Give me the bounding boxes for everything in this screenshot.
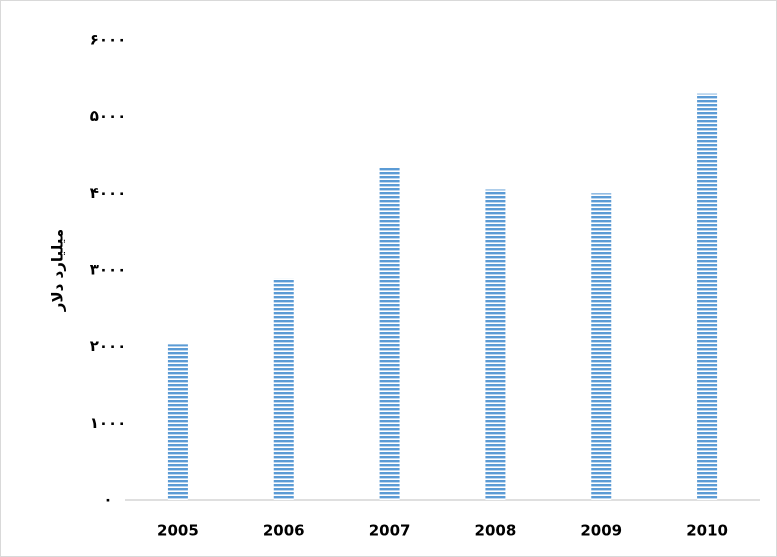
y-tick-label: ۳۰۰۰ (90, 261, 127, 279)
x-tick-label: 2005 (157, 522, 199, 540)
x-tick-label: 2006 (263, 522, 305, 540)
bar (485, 190, 505, 501)
y-tick-label: ۴۰۰۰ (90, 184, 127, 202)
chart: میلیارد دلار ۰ ۱۰۰۰ ۲۰۰۰ ۳۰۰۰ ۴۰۰۰ ۵۰۰۰ ۶۰۰۰ 20… (0, 0, 777, 557)
bar (168, 344, 188, 500)
x-tick-label: 2007 (369, 522, 411, 540)
y-tick-label: ۲۰۰۰ (90, 337, 127, 355)
bar (697, 94, 717, 500)
x-tick-label: 2009 (580, 522, 622, 540)
bar (274, 278, 294, 500)
bar (591, 193, 611, 500)
y-tick-label: ۱۰۰۰ (90, 414, 127, 432)
y-tick-label: ۵۰۰۰ (90, 107, 127, 125)
y-tick-label: ۰ (103, 491, 112, 509)
y-tick-label: ۶۰۰۰ (90, 31, 127, 49)
y-axis-label: میلیارد دلار (49, 229, 67, 312)
bar (380, 167, 400, 500)
x-tick-label: 2008 (475, 522, 517, 540)
x-tick-label: 2010 (686, 522, 728, 540)
